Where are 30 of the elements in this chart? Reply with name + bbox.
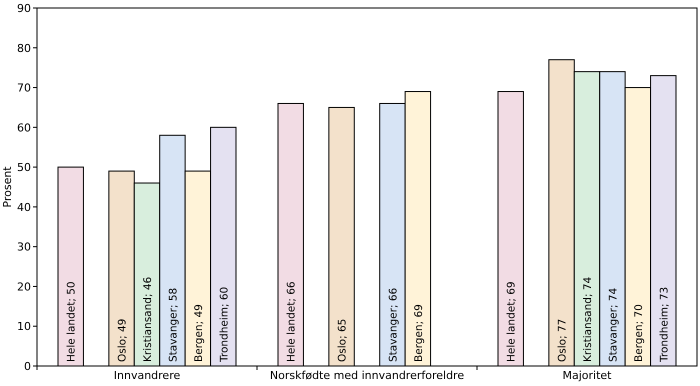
data-label: Bergen; 70 bbox=[632, 304, 645, 362]
data-label: Oslo; 49 bbox=[116, 318, 129, 362]
data-label: Kristiansand; 74 bbox=[582, 276, 594, 362]
y-tick-label: 0 bbox=[24, 360, 31, 373]
data-label: Oslo; 65 bbox=[336, 318, 349, 362]
y-tick-label: 80 bbox=[17, 42, 31, 55]
data-label: Oslo; 77 bbox=[556, 318, 569, 362]
y-tick-label: 90 bbox=[17, 2, 31, 15]
y-tick-label: 10 bbox=[17, 320, 31, 334]
data-label: Hele landet; 66 bbox=[286, 281, 298, 362]
y-axis-title: Prosent bbox=[1, 166, 14, 208]
data-label: Trondheim; 73 bbox=[658, 286, 670, 363]
y-tick-label: 50 bbox=[17, 161, 31, 174]
x-tick-label: Innvandrere bbox=[114, 369, 180, 382]
data-label: Kristiansand; 46 bbox=[142, 276, 154, 362]
data-label: Stavanger; 58 bbox=[167, 288, 180, 362]
y-tick-label: 20 bbox=[17, 280, 31, 294]
data-label: Bergen; 69 bbox=[412, 304, 425, 362]
data-label: Hele landet; 50 bbox=[66, 281, 78, 362]
data-label: Stavanger; 66 bbox=[387, 287, 400, 362]
y-tick-label: 40 bbox=[17, 200, 31, 214]
y-tick-label: 60 bbox=[17, 121, 31, 134]
data-label: Bergen; 49 bbox=[192, 304, 205, 362]
y-tick-label: 30 bbox=[17, 240, 31, 254]
y-tick-label: 70 bbox=[17, 82, 31, 95]
data-label: Stavanger; 74 bbox=[607, 287, 620, 362]
data-label: Hele landet; 69 bbox=[506, 281, 518, 362]
x-tick-label: Norskfødte med innvandrerforeldre bbox=[270, 369, 464, 382]
x-tick-label: Majoritet bbox=[562, 369, 612, 382]
data-label: Trondheim; 60 bbox=[218, 286, 230, 363]
